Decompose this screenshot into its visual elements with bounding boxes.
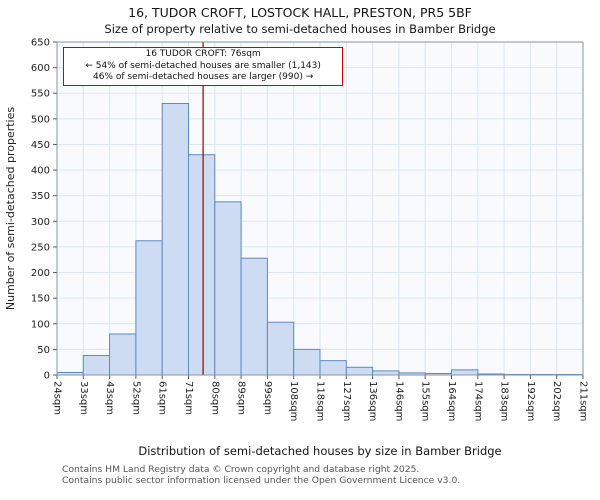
x-tick-label: 155sqm (420, 381, 431, 421)
histogram-bar (293, 348, 321, 376)
x-tick-label: 118sqm (315, 381, 326, 421)
histogram-bar (345, 366, 374, 376)
histogram-bar (135, 240, 163, 376)
property-annotation-box: 16 TUDOR CROFT: 76sqm ← 54% of semi-deta… (63, 47, 344, 86)
y-tick-label: 200 (31, 268, 50, 279)
y-tick-label: 0 (44, 371, 50, 382)
annotation-property-line: 16 TUDOR CROFT: 76sqm (145, 49, 261, 59)
y-tick-label: 600 (31, 63, 50, 74)
y-tick-label: 500 (31, 114, 50, 125)
x-tick-label: 174sqm (472, 381, 483, 421)
x-tick-label: 24sqm (52, 381, 63, 415)
x-tick-label: 43sqm (104, 381, 115, 415)
histogram-bar (188, 154, 216, 376)
y-tick-label: 250 (31, 242, 50, 253)
x-tick-label: 127sqm (341, 381, 352, 421)
chart-title: 16, TUDOR CROFT, LOSTOCK HALL, PRESTON, … (128, 5, 472, 20)
x-tick-label: 80sqm (209, 381, 220, 415)
x-tick-label: 202sqm (551, 381, 562, 421)
x-tick-label: 33sqm (78, 381, 89, 415)
histogram-bar (372, 370, 400, 376)
histogram-bar (319, 360, 347, 376)
x-tick-label: 71sqm (183, 381, 194, 415)
x-tick-label: 192sqm (525, 381, 536, 421)
y-tick-label: 300 (31, 217, 50, 228)
x-tick-label: 52sqm (130, 381, 141, 415)
x-tick-label: 136sqm (367, 381, 378, 421)
y-tick-label: 150 (31, 294, 50, 305)
histogram-bar (451, 369, 479, 376)
x-tick-label: 146sqm (393, 381, 404, 421)
plot-border (56, 41, 584, 376)
x-tick-label: 61sqm (157, 381, 168, 415)
x-tick-label: 89sqm (236, 381, 247, 415)
x-tick-label: 183sqm (499, 381, 510, 421)
y-tick-label: 550 (31, 89, 50, 100)
y-axis-label: Number of semi-detached properties (4, 107, 17, 310)
annotation-larger-line: 46% of semi-detached houses are larger (… (92, 72, 314, 83)
y-tick-label: 400 (31, 166, 50, 177)
y-tick-label: 350 (31, 191, 50, 202)
y-tick-label: 100 (31, 319, 50, 330)
x-axis-label: Distribution of semi-detached houses by … (138, 444, 502, 458)
chart-subtitle: Size of property relative to semi-detach… (104, 22, 496, 36)
y-tick-label: 650 (31, 38, 50, 49)
histogram-bar (82, 355, 111, 376)
x-tick-label: 108sqm (288, 381, 299, 421)
histogram-chart: 0 50 100 150 200 250 300 350 400 450 500 550 600 650 2… (4, 38, 589, 422)
histogram-bar (109, 333, 137, 376)
footer-line-1: Contains HM Land Registry data © Crown c… (62, 464, 420, 475)
x-tick-label: 164sqm (446, 381, 457, 421)
histogram-bar (161, 102, 189, 376)
y-tick-label: 50 (37, 345, 50, 356)
histogram-bar (266, 321, 295, 376)
y-tick-label: 450 (31, 140, 50, 151)
histogram-bar (240, 257, 268, 376)
histogram-bar (214, 201, 242, 376)
x-tick-label: 211sqm (578, 381, 589, 421)
x-tick-label: 99sqm (262, 381, 273, 415)
footer-line-2: Contains public sector information licen… (62, 474, 461, 486)
attribution-footer: Contains HM Land Registry data © Crown c… (62, 464, 461, 487)
annotation-smaller-line: ← 54% of semi-detached houses are smalle… (85, 60, 321, 71)
